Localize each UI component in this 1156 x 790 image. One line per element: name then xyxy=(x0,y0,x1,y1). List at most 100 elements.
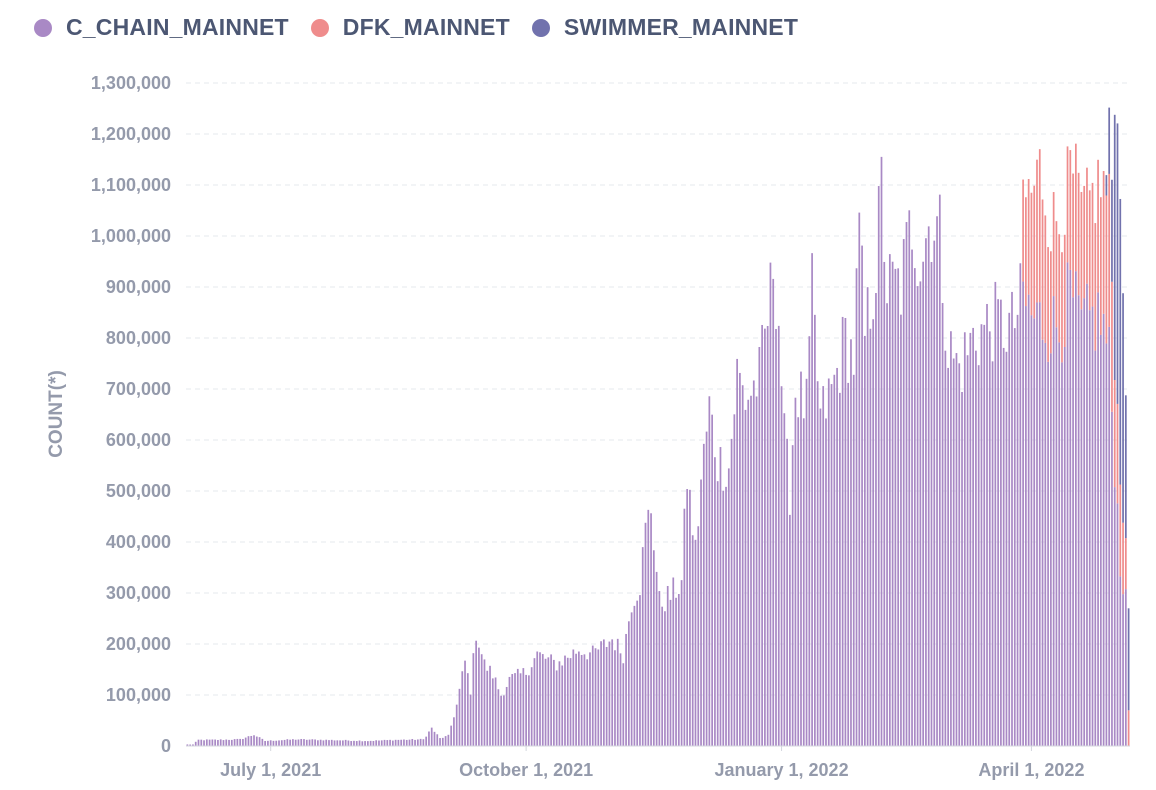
bar-c-chain-mainnet[interactable] xyxy=(197,739,200,746)
bar-c-chain-mainnet[interactable] xyxy=(802,418,805,746)
bar-c-chain-mainnet[interactable] xyxy=(775,328,777,746)
bar-c-chain-mainnet[interactable] xyxy=(511,674,514,746)
bar-c-chain-mainnet[interactable] xyxy=(397,739,400,746)
bar-c-chain-mainnet[interactable] xyxy=(261,738,264,746)
bar-dfk-mainnet[interactable] xyxy=(1122,522,1124,595)
bar-c-chain-mainnet[interactable] xyxy=(719,447,722,746)
bar-c-chain-mainnet[interactable] xyxy=(361,741,364,746)
bar-c-chain-mainnet[interactable] xyxy=(1072,297,1074,746)
bar-c-chain-mainnet[interactable] xyxy=(664,611,666,746)
bar-dfk-mainnet[interactable] xyxy=(1044,215,1047,343)
bar-c-chain-mainnet[interactable] xyxy=(436,734,439,746)
bar-c-chain-mainnet[interactable] xyxy=(761,324,763,746)
bar-c-chain-mainnet[interactable] xyxy=(655,571,658,746)
bar-c-chain-mainnet[interactable] xyxy=(272,740,275,746)
bar-c-chain-mainnet[interactable] xyxy=(419,738,422,746)
bar-c-chain-mainnet[interactable] xyxy=(669,599,672,746)
bar-c-chain-mainnet[interactable] xyxy=(758,347,761,746)
bar-c-chain-mainnet[interactable] xyxy=(380,740,383,746)
bar-c-chain-mainnet[interactable] xyxy=(422,739,425,746)
bar-c-chain-mainnet[interactable] xyxy=(789,514,791,746)
bar-dfk-mainnet[interactable] xyxy=(1091,182,1094,307)
bar-c-chain-mainnet[interactable] xyxy=(472,653,475,746)
bar-c-chain-mainnet[interactable] xyxy=(905,222,908,747)
bar-dfk-mainnet[interactable] xyxy=(1058,234,1061,343)
bar-dfk-mainnet[interactable] xyxy=(1030,192,1033,316)
bar-c-chain-mainnet[interactable] xyxy=(972,327,974,746)
bar-c-chain-mainnet[interactable] xyxy=(314,739,316,746)
bar-c-chain-mainnet[interactable] xyxy=(716,481,719,746)
bar-c-chain-mainnet[interactable] xyxy=(639,595,641,746)
bar-c-chain-mainnet[interactable] xyxy=(1066,262,1069,746)
bar-c-chain-mainnet[interactable] xyxy=(986,303,988,746)
bar-c-chain-mainnet[interactable] xyxy=(369,740,372,746)
bar-c-chain-mainnet[interactable] xyxy=(1052,296,1055,746)
bar-c-chain-mainnet[interactable] xyxy=(952,358,955,746)
bar-c-chain-mainnet[interactable] xyxy=(408,739,411,746)
bar-c-chain-mainnet[interactable] xyxy=(597,649,600,746)
bar-dfk-mainnet[interactable] xyxy=(1116,403,1119,504)
bar-c-chain-mainnet[interactable] xyxy=(722,490,725,746)
bar-c-chain-mainnet[interactable] xyxy=(933,240,936,746)
legend-item-dfk[interactable]: DFK_MAINNET xyxy=(310,14,510,41)
bar-c-chain-mainnet[interactable] xyxy=(675,597,677,746)
bar-c-chain-mainnet[interactable] xyxy=(800,371,802,746)
bar-c-chain-mainnet[interactable] xyxy=(225,739,228,746)
bar-dfk-mainnet[interactable] xyxy=(1050,251,1052,354)
bar-c-chain-mainnet[interactable] xyxy=(553,659,555,746)
bar-c-chain-mainnet[interactable] xyxy=(558,661,561,746)
bar-c-chain-mainnet[interactable] xyxy=(297,739,300,746)
bar-c-chain-mainnet[interactable] xyxy=(808,336,811,746)
bar-c-chain-mainnet[interactable] xyxy=(1008,312,1011,746)
bar-c-chain-mainnet[interactable] xyxy=(1063,346,1066,746)
bar-c-chain-mainnet[interactable] xyxy=(680,580,683,746)
bar-c-chain-mainnet[interactable] xyxy=(766,326,769,746)
bar-c-chain-mainnet[interactable] xyxy=(278,740,280,746)
bar-c-chain-mainnet[interactable] xyxy=(739,372,741,746)
bar-c-chain-mainnet[interactable] xyxy=(230,739,233,746)
bar-c-chain-mainnet[interactable] xyxy=(700,479,702,746)
bar-c-chain-mainnet[interactable] xyxy=(1041,339,1044,746)
bar-c-chain-mainnet[interactable] xyxy=(736,358,738,746)
bar-c-chain-mainnet[interactable] xyxy=(236,738,239,746)
bar-c-chain-mainnet[interactable] xyxy=(911,249,913,747)
bar-c-chain-mainnet[interactable] xyxy=(242,739,244,746)
bar-c-chain-mainnet[interactable] xyxy=(689,489,691,746)
bar-c-chain-mainnet[interactable] xyxy=(455,704,458,746)
bar-c-chain-mainnet[interactable] xyxy=(441,737,444,746)
bar-c-chain-mainnet[interactable] xyxy=(211,739,214,746)
bar-c-chain-mainnet[interactable] xyxy=(622,663,625,746)
bar-c-chain-mainnet[interactable] xyxy=(702,443,705,746)
bar-c-chain-mainnet[interactable] xyxy=(194,741,197,746)
bar-c-chain-mainnet[interactable] xyxy=(328,740,330,746)
bar-c-chain-mainnet[interactable] xyxy=(686,489,689,746)
bar-c-chain-mainnet[interactable] xyxy=(575,653,577,746)
bar-c-chain-mainnet[interactable] xyxy=(233,739,236,746)
bar-swimmer-mainnet[interactable] xyxy=(1119,198,1122,485)
bar-c-chain-mainnet[interactable] xyxy=(255,736,258,746)
bar-c-chain-mainnet[interactable] xyxy=(1047,361,1049,746)
bar-c-chain-mainnet[interactable] xyxy=(505,686,508,746)
bar-dfk-mainnet[interactable] xyxy=(1083,185,1086,299)
bar-c-chain-mainnet[interactable] xyxy=(503,695,505,746)
bar-c-chain-mainnet[interactable] xyxy=(355,741,358,746)
bar-dfk-mainnet[interactable] xyxy=(1033,185,1036,319)
bar-c-chain-mainnet[interactable] xyxy=(203,740,205,746)
bar-c-chain-mainnet[interactable] xyxy=(805,378,808,746)
bar-c-chain-mainnet[interactable] xyxy=(339,740,341,746)
bar-c-chain-mainnet[interactable] xyxy=(217,739,219,746)
bar-c-chain-mainnet[interactable] xyxy=(811,253,813,746)
bar-dfk-mainnet[interactable] xyxy=(1077,172,1080,296)
bar-c-chain-mainnet[interactable] xyxy=(1038,302,1041,746)
bar-c-chain-mainnet[interactable] xyxy=(744,409,747,746)
bar-c-chain-mainnet[interactable] xyxy=(855,268,858,746)
bar-c-chain-mainnet[interactable] xyxy=(386,740,389,746)
bar-c-chain-mainnet[interactable] xyxy=(250,735,253,746)
bar-c-chain-mainnet[interactable] xyxy=(458,688,461,746)
bar-c-chain-mainnet[interactable] xyxy=(969,332,972,746)
bar-c-chain-mainnet[interactable] xyxy=(439,738,441,746)
bar-dfk-mainnet[interactable] xyxy=(1111,281,1113,412)
bar-dfk-mainnet[interactable] xyxy=(1066,146,1069,263)
bar-c-chain-mainnet[interactable] xyxy=(1000,299,1002,746)
bar-c-chain-mainnet[interactable] xyxy=(825,418,827,746)
